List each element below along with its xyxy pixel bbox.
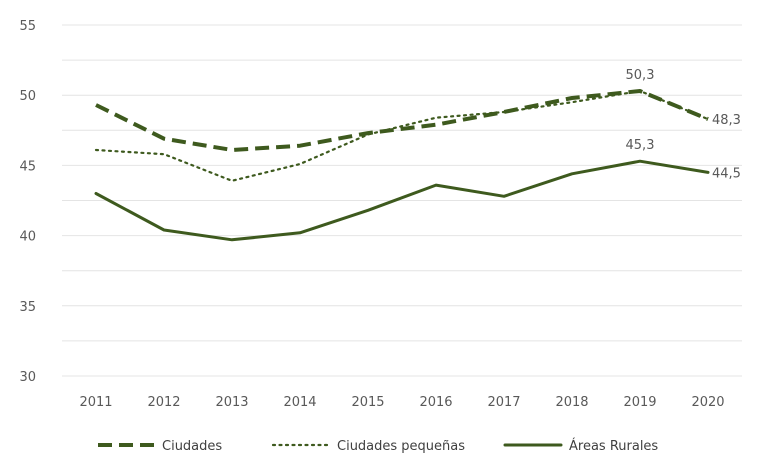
data-label: 44,5	[712, 166, 741, 181]
y-tick-label: 50	[19, 89, 36, 104]
x-tick-label: 2011	[79, 395, 112, 410]
legend-label: Ciudades pequeñas	[337, 439, 465, 454]
data-label: 45,3	[626, 138, 655, 153]
x-tick-label: 2018	[555, 395, 588, 410]
data-label: 50,3	[626, 68, 655, 83]
x-axis-ticks: 2011 2012 2013 2014 2015 2016 2017 2018 2019 2020	[79, 395, 724, 410]
y-tick-label: 40	[19, 230, 36, 245]
x-tick-label: 2013	[215, 395, 248, 410]
x-tick-label: 2015	[351, 395, 384, 410]
data-label: 48,3	[712, 113, 741, 128]
series-line-1	[95, 89, 709, 152]
x-tick-label: 2014	[283, 395, 316, 410]
y-tick-label: 30	[19, 370, 36, 385]
legend: Ciudades Ciudades pequeñas Áreas Rurales	[98, 438, 658, 454]
y-tick-label: 45	[19, 159, 36, 174]
series-line-2	[94, 89, 710, 182]
x-tick-label: 2012	[147, 395, 180, 410]
gridlines	[62, 24, 742, 377]
legend-label: Ciudades	[162, 439, 222, 454]
x-tick-label: 2020	[691, 395, 724, 410]
legend-label: Áreas Rurales	[569, 438, 658, 454]
series-line-3	[94, 159, 710, 242]
y-tick-label: 55	[19, 19, 36, 34]
x-tick-label: 2019	[623, 395, 656, 410]
x-tick-label: 2017	[487, 395, 520, 410]
x-tick-label: 2016	[419, 395, 452, 410]
y-tick-label: 35	[19, 300, 36, 315]
data-labels: 50,3 48,3 45,3 44,5	[626, 68, 741, 181]
y-axis-ticks: 30 35 40 45 50 55	[19, 19, 36, 385]
series-lines	[94, 89, 710, 242]
